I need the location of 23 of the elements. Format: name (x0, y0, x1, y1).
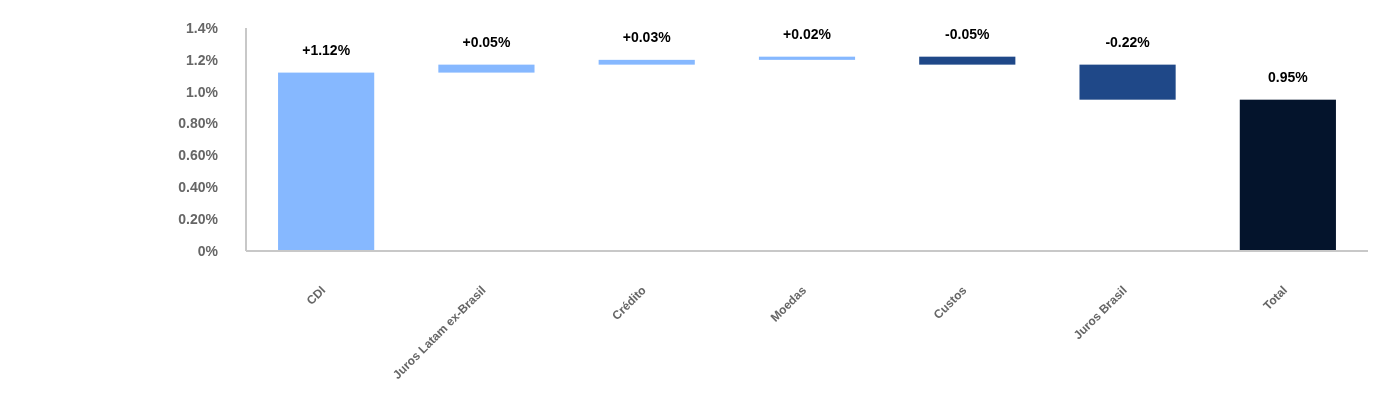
bar (919, 56, 1016, 65)
y-tick-label: 0.80% (178, 115, 219, 132)
y-tick-label: 1.2% (186, 51, 219, 68)
data-label: +1.12% (302, 41, 351, 58)
data-label: +0.02% (783, 25, 832, 42)
bar (278, 72, 375, 251)
bar (598, 59, 695, 65)
bar (758, 56, 856, 60)
x-tick-label: CDI (303, 283, 329, 308)
bar (1239, 99, 1336, 251)
y-tick-label: 0.40% (178, 179, 219, 196)
data-label: 0.95% (1268, 68, 1309, 85)
data-label: +0.03% (622, 28, 672, 45)
bar (438, 64, 535, 73)
y-tick-label: 0.60% (178, 147, 219, 164)
data-label: +0.05% (462, 33, 511, 50)
bar (1079, 64, 1176, 100)
data-label: -0.22% (1105, 33, 1151, 50)
y-tick-label: 1.0% (186, 83, 219, 100)
data-label: -0.05% (945, 25, 991, 42)
y-tick-label: 1.4% (186, 19, 219, 36)
y-tick-label: 0% (197, 242, 219, 259)
y-tick-label: 0.20% (178, 211, 219, 228)
